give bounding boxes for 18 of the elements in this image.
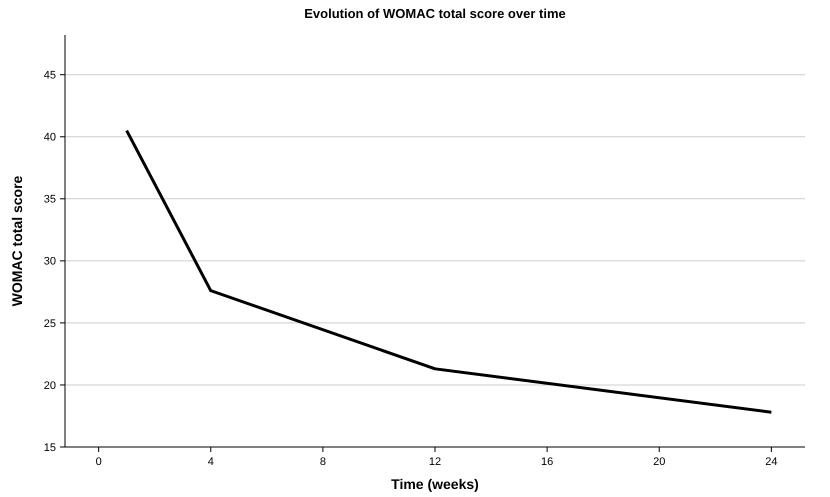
x-tick-label: 8 — [320, 456, 326, 468]
y-tick-label: 25 — [44, 318, 56, 330]
line-series — [125, 129, 773, 414]
chart-title: Evolution of WOMAC total score over time — [304, 6, 566, 21]
y-tick-label: 40 — [44, 132, 56, 144]
y-tick-label: 45 — [44, 70, 56, 82]
y-tick-label: 35 — [44, 194, 56, 206]
x-tick-label: 24 — [765, 456, 778, 468]
x-tick-label: 20 — [653, 456, 666, 468]
x-axis-title: Time (weeks) — [391, 476, 479, 492]
x-tick-label: 16 — [540, 456, 554, 468]
x-tick-label: 12 — [428, 456, 442, 468]
y-tick-label: 30 — [44, 256, 56, 268]
y-tick-label: 15 — [44, 442, 56, 454]
x-tick-label: 0 — [96, 456, 102, 468]
x-tick-label: 4 — [208, 456, 214, 468]
y-tick-label: 20 — [44, 380, 56, 392]
y-axis-title: WOMAC total score — [9, 175, 25, 306]
